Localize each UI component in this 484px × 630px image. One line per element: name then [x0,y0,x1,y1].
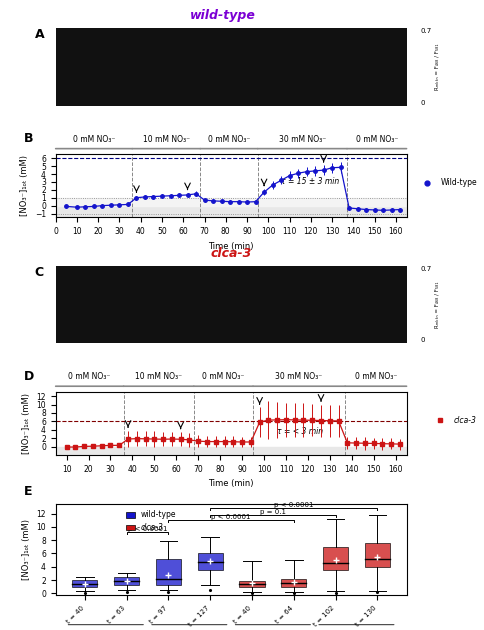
Text: clca-3: clca-3 [211,247,252,260]
Text: p = 0.1: p = 0.1 [260,508,286,515]
Bar [240,581,265,587]
Text: p < 0.0001: p < 0.0001 [128,526,167,532]
Bar [56,205,407,217]
Text: wild-type: wild-type [190,9,256,22]
Text: 0 mM NO₃⁻: 0 mM NO₃⁻ [356,135,398,144]
X-axis label: Time (min): Time (min) [208,479,254,488]
Text: 30 mM NO₃⁻: 30 mM NO₃⁻ [275,372,323,381]
Bar [281,580,306,587]
Text: 0 mM NO₃⁻: 0 mM NO₃⁻ [202,372,244,381]
Legend: Wild-type: Wild-type [416,175,480,190]
Legend: clca-3: clca-3 [430,413,480,428]
X-axis label: Time (min): Time (min) [208,242,254,251]
Text: Rₘₖₜₙ = F₄₆₈ / F₅₈₁: Rₘₖₜₙ = F₄₆₈ / F₅₈₁ [435,44,439,90]
Bar [365,544,390,567]
Text: 10 mM NO₃⁻: 10 mM NO₃⁻ [143,135,190,144]
Bar [156,559,181,585]
Text: p < 0.0001: p < 0.0001 [212,514,251,520]
Text: 10 mM NO₃⁻: 10 mM NO₃⁻ [135,372,182,381]
Text: τ = 15 ± 3 min: τ = 15 ± 3 min [281,176,339,185]
Bar [73,580,97,587]
Text: 0 mM NO₃⁻: 0 mM NO₃⁻ [68,372,111,381]
Text: C: C [35,266,44,279]
Text: Rₘₖₜₙ = F₄₆₈ / F₅₈₁: Rₘₖₜₙ = F₄₆₈ / F₅₈₁ [435,282,439,328]
Bar [114,577,139,585]
Text: τ = < 3 min: τ = < 3 min [277,427,323,436]
Bar [323,547,348,570]
Y-axis label: [NO₃⁻]₁ₒₜ (mM): [NO₃⁻]₁ₒₜ (mM) [22,393,31,454]
Text: 0: 0 [421,100,425,106]
Text: D: D [24,370,34,383]
Bar [56,447,407,455]
Y-axis label: [NO₃⁻]₁ₒₜ (mM): [NO₃⁻]₁ₒₜ (mM) [20,156,29,216]
Text: 0 mM NO₃⁻: 0 mM NO₃⁻ [208,135,250,144]
Text: A: A [35,28,44,42]
Text: 30 mM NO₃⁻: 30 mM NO₃⁻ [279,135,326,144]
Bar [197,553,223,570]
Text: B: B [24,132,33,146]
Text: E: E [24,485,32,498]
Text: 0 mM NO₃⁻: 0 mM NO₃⁻ [73,135,115,144]
Bar [56,198,407,205]
Text: 0: 0 [421,338,425,343]
Text: p < 0.0001: p < 0.0001 [274,502,314,508]
Text: 0.7: 0.7 [421,28,432,35]
Text: 0 mM NO₃⁻: 0 mM NO₃⁻ [355,372,397,381]
Y-axis label: [NO₃⁻]₁ₒₜ (mM): [NO₃⁻]₁ₒₜ (mM) [22,519,31,580]
Text: 0.7: 0.7 [421,266,432,272]
Legend: wild-type, clca-3: wild-type, clca-3 [122,507,180,536]
